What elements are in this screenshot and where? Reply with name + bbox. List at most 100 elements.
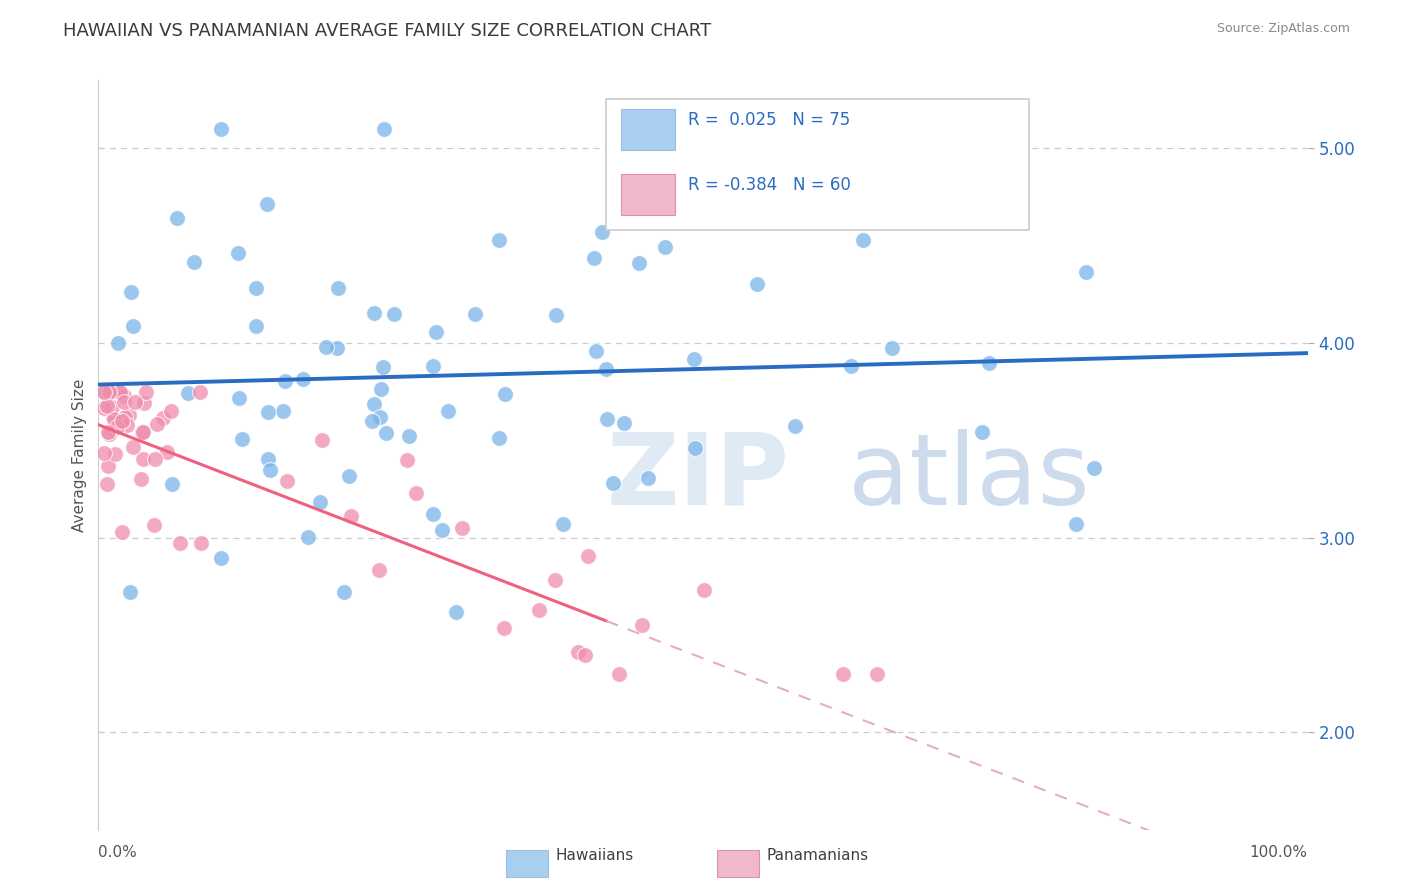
Text: R =  0.025   N = 75: R = 0.025 N = 75 <box>689 111 851 129</box>
Point <box>546 308 568 322</box>
Point <box>108 384 131 399</box>
Point <box>146 417 169 431</box>
Point <box>190 536 212 550</box>
Point <box>177 386 200 401</box>
Point <box>852 233 875 247</box>
Point <box>596 412 619 426</box>
Point <box>395 453 418 467</box>
Point <box>683 441 706 455</box>
Point <box>827 151 849 165</box>
Point <box>107 420 129 434</box>
Point <box>115 417 138 432</box>
Point <box>118 585 141 599</box>
Point <box>783 418 806 433</box>
Point <box>745 277 768 291</box>
Point <box>328 281 350 295</box>
Point <box>693 582 716 597</box>
Point <box>398 428 420 442</box>
Point <box>373 122 395 136</box>
Point <box>274 375 297 389</box>
Point <box>93 384 115 399</box>
Point <box>340 509 363 524</box>
Point <box>97 425 120 439</box>
Point <box>363 306 385 320</box>
Point <box>880 342 903 356</box>
Point <box>111 414 134 428</box>
Point <box>602 475 624 490</box>
Text: 100.0%: 100.0% <box>1250 845 1308 860</box>
Point <box>494 386 516 401</box>
Text: atlas: atlas <box>848 429 1090 526</box>
Point <box>1083 460 1105 475</box>
Point <box>98 384 121 399</box>
Point <box>1066 516 1088 531</box>
Point <box>332 585 354 599</box>
Point <box>637 471 659 485</box>
Point <box>120 285 142 299</box>
Point <box>93 384 115 399</box>
Point <box>183 254 205 268</box>
Point <box>122 441 145 455</box>
Point <box>595 362 617 376</box>
Text: Panamanians: Panamanians <box>766 848 869 863</box>
Point <box>682 351 704 366</box>
Point <box>152 411 174 425</box>
Point <box>315 340 337 354</box>
Point <box>630 618 652 632</box>
Point <box>567 645 589 659</box>
Point <box>972 425 994 439</box>
Point <box>124 394 146 409</box>
Point <box>228 391 250 405</box>
Text: Hawaiians: Hawaiians <box>555 848 634 863</box>
Point <box>103 412 125 426</box>
Point <box>156 445 179 459</box>
Point <box>135 384 157 399</box>
Point <box>576 549 599 564</box>
Point <box>96 399 118 413</box>
Point <box>132 425 155 440</box>
Point <box>131 425 153 439</box>
Point <box>98 427 121 442</box>
Point <box>368 410 391 425</box>
Point <box>309 495 332 509</box>
Point <box>492 621 515 635</box>
FancyBboxPatch shape <box>621 109 675 150</box>
Point <box>132 452 155 467</box>
Point <box>118 408 141 422</box>
Point <box>337 469 360 483</box>
Point <box>422 507 444 521</box>
Point <box>367 563 389 577</box>
Point <box>464 307 486 321</box>
Point <box>527 602 550 616</box>
Point <box>361 414 384 428</box>
Point <box>544 573 567 587</box>
Point <box>607 666 630 681</box>
Point <box>111 525 134 540</box>
Point <box>93 401 115 416</box>
Point <box>271 404 294 418</box>
Text: HAWAIIAN VS PANAMANIAN AVERAGE FAMILY SIZE CORRELATION CHART: HAWAIIAN VS PANAMANIAN AVERAGE FAMILY SI… <box>63 22 711 40</box>
Point <box>259 463 281 477</box>
Point <box>114 410 136 425</box>
Point <box>582 251 605 265</box>
Point <box>696 178 718 192</box>
Point <box>93 446 115 460</box>
Point <box>370 382 392 396</box>
Point <box>143 452 166 467</box>
Point <box>107 336 129 351</box>
FancyBboxPatch shape <box>621 174 675 215</box>
Point <box>326 341 349 355</box>
Point <box>159 404 181 418</box>
Point <box>382 306 405 320</box>
Point <box>245 281 267 295</box>
Text: R = -0.384   N = 60: R = -0.384 N = 60 <box>689 177 852 194</box>
Point <box>444 605 467 619</box>
Point <box>553 516 575 531</box>
Point <box>231 432 253 446</box>
Point <box>101 400 124 414</box>
Point <box>1074 265 1097 279</box>
Point <box>363 397 385 411</box>
Point <box>112 389 135 403</box>
Point <box>142 518 165 533</box>
Point <box>585 343 607 358</box>
